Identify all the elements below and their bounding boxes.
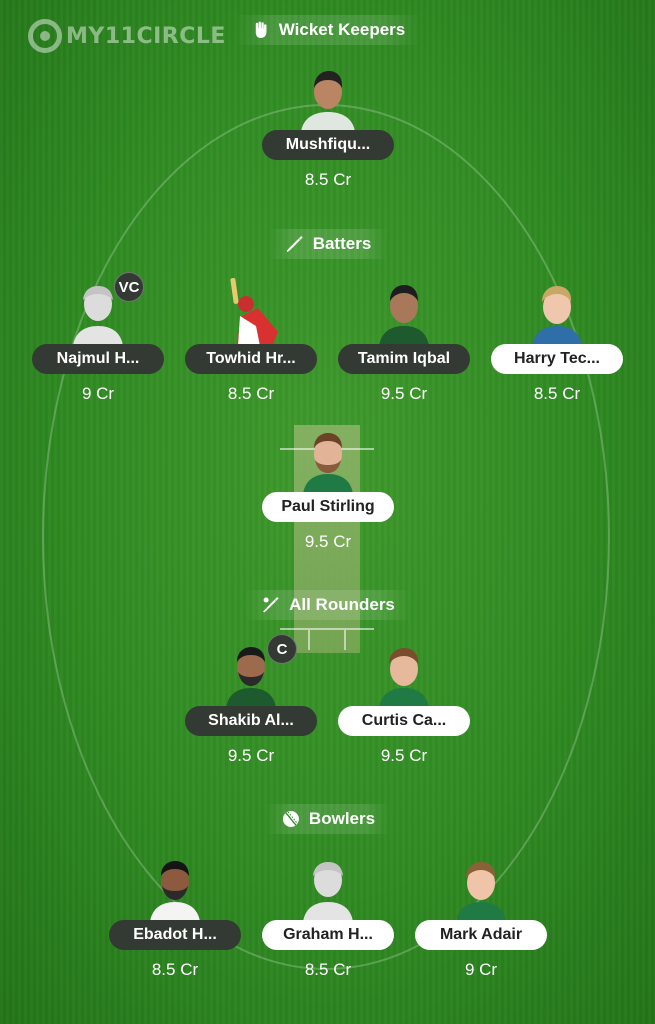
section-title: Batters: [312, 234, 372, 253]
section-bowlers: Bowlers: [264, 804, 392, 834]
player-photo: [369, 276, 439, 346]
placeholder-avatar-icon: [293, 852, 363, 922]
player-credits: 9 Cr: [81, 384, 115, 403]
crease-bottom: [280, 628, 374, 630]
player-photo: [293, 424, 363, 494]
player-photo: [293, 62, 363, 132]
player-name: Tamim Iqbal: [338, 344, 470, 374]
section-batters: Batters: [268, 229, 388, 259]
player-credits: 9.5 Cr: [304, 532, 352, 551]
player-name: Mark Adair: [415, 920, 547, 950]
stump-line: [308, 630, 310, 650]
player-photo: [522, 276, 592, 346]
section-all-rounders: All Rounders: [245, 590, 411, 620]
player-name: Harry Tec...: [491, 344, 623, 374]
player-credits: 8.5 Cr: [304, 960, 352, 979]
player-name: Shakib Al...: [185, 706, 317, 736]
placeholder-avatar-icon: [63, 276, 133, 346]
ball-icon: [282, 811, 299, 827]
player-photo: [140, 852, 210, 922]
stump-line: [344, 630, 346, 650]
my11circle-logo: MY11CIRCLE: [28, 16, 226, 56]
player-credits: 8.5 Cr: [533, 384, 581, 403]
vice-captain-badge: VC: [114, 272, 144, 302]
captain-badge: C: [267, 634, 297, 664]
player-name: Najmul H...: [32, 344, 164, 374]
section-wicket-keepers: Wicket Keepers: [234, 15, 422, 45]
player-credits: 9.5 Cr: [380, 384, 428, 403]
player-credits: 8.5 Cr: [151, 960, 199, 979]
section-title: Wicket Keepers: [278, 20, 406, 39]
player-name: Graham H...: [262, 920, 394, 950]
logo-ring-icon: [28, 19, 62, 53]
player-photo: [216, 638, 286, 708]
player-photo: [446, 852, 516, 922]
player-name: Curtis Ca...: [338, 706, 470, 736]
player-name: Ebadot H...: [109, 920, 241, 950]
glove-icon: [255, 21, 267, 38]
player-photo: [216, 276, 286, 346]
player-credits: 9.5 Cr: [227, 746, 275, 765]
section-title: Bowlers: [308, 809, 376, 828]
bat-ball-icon: [263, 597, 279, 613]
player-credits: 8.5 Cr: [304, 170, 352, 189]
player-name: Mushfiqu...: [262, 130, 394, 160]
player-credits: 9 Cr: [464, 960, 498, 979]
player-name: Paul Stirling: [262, 492, 394, 522]
section-title: All Rounders: [289, 595, 395, 614]
bat-icon: [286, 236, 303, 252]
player-credits: 9.5 Cr: [380, 746, 428, 765]
logo-text: MY11CIRCLE: [66, 23, 226, 49]
player-name: Towhid Hr...: [185, 344, 317, 374]
player-photo: [369, 638, 439, 708]
player-credits: 8.5 Cr: [227, 384, 275, 403]
